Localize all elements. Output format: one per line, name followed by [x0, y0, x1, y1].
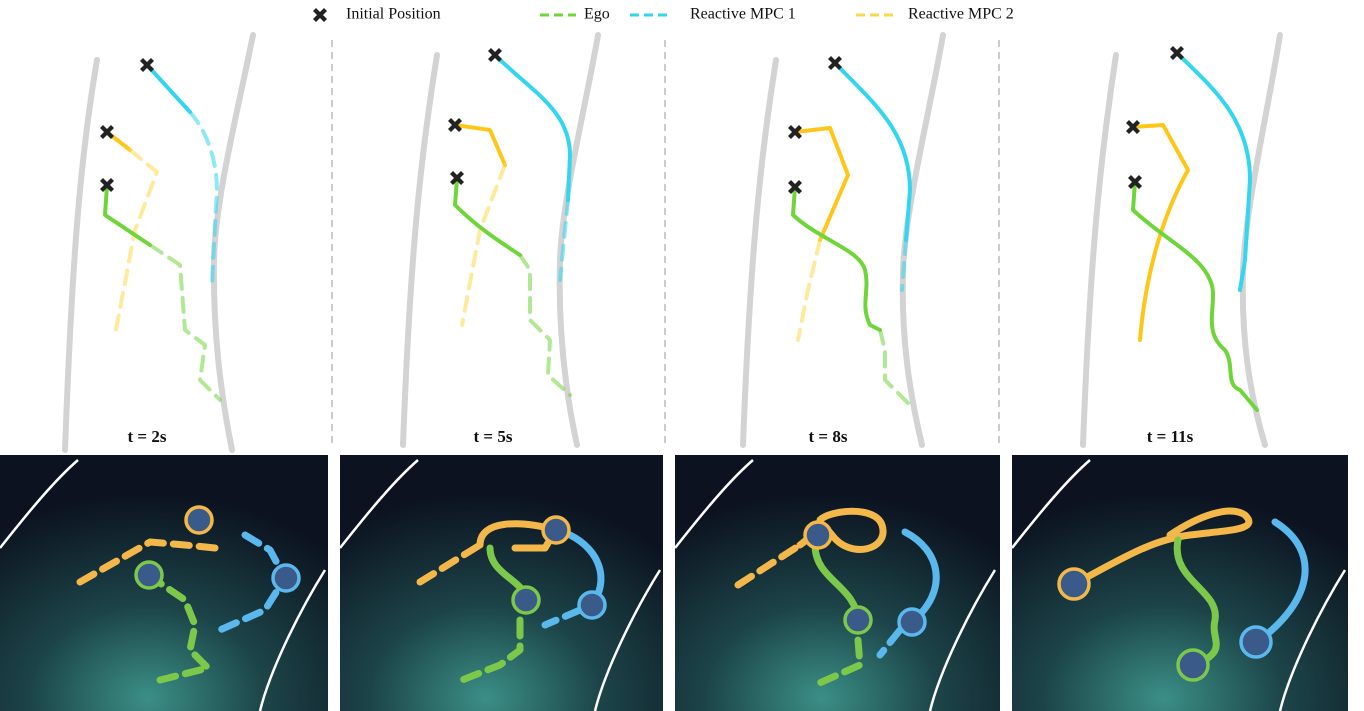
- legend-label: Ego: [584, 6, 610, 23]
- panel-label: t = 5s: [474, 427, 513, 446]
- legend: Initial Position Ego Reactive MPC 1 Reac…: [313, 6, 1014, 23]
- legend-label: Initial Position: [346, 6, 441, 23]
- photo: [339, 455, 663, 711]
- legend-label: Reactive MPC 2: [908, 6, 1014, 23]
- top-panel: t = 5s: [400, 32, 601, 448]
- legend-label: Reactive MPC 1: [690, 6, 796, 23]
- panel-label: t = 8s: [809, 427, 848, 446]
- photo: [1011, 455, 1348, 711]
- photo: [0, 455, 328, 711]
- panel-label: t = 11s: [1147, 427, 1194, 446]
- legend-marker: [313, 8, 327, 22]
- separators: [331, 40, 1000, 445]
- top-panel: t = 11s: [1080, 32, 1283, 448]
- top-panel: t = 8s: [740, 32, 946, 448]
- panel-label: t = 2s: [128, 427, 167, 446]
- top-panel: t = 2s: [62, 32, 256, 453]
- photo: [674, 455, 1000, 711]
